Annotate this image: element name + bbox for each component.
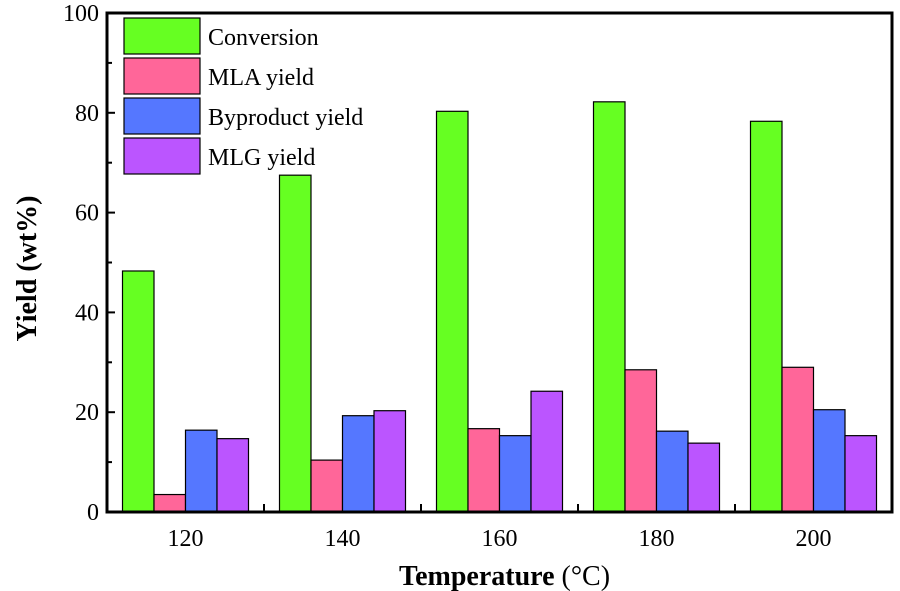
legend-swatch: [123, 17, 201, 55]
bar-mla-yield: [310, 459, 344, 513]
bar-byproduct-yield: [655, 430, 689, 513]
legend: Conversion MLA yield Byproduct yield MLG yi…: [123, 17, 363, 175]
bar-byproduct-yield: [498, 435, 532, 513]
bar-conversion: [749, 120, 783, 513]
bar-conversion: [278, 174, 312, 513]
x-axis-label: Temperature (°C): [399, 561, 610, 591]
bar-conversion: [592, 101, 626, 513]
x-axis-label-main: Temperature: [399, 561, 555, 591]
bars-layer: [121, 101, 878, 513]
legend-label: Byproduct yield: [208, 105, 363, 131]
bar-mlg-yield: [844, 435, 878, 513]
bar-conversion: [435, 110, 469, 513]
bar-mlg-yield: [216, 438, 250, 513]
bar-mlg-yield: [530, 390, 564, 513]
legend-label: MLA yield: [208, 65, 314, 91]
bar-mla-yield: [153, 493, 187, 513]
bar-byproduct-yield: [812, 409, 846, 513]
y-tick-label: 60: [75, 201, 99, 227]
legend-label: MLG yield: [208, 145, 315, 171]
y-tick-label: 40: [75, 300, 99, 326]
bar-byproduct-yield: [184, 429, 218, 513]
y-tick-label: 20: [75, 400, 99, 426]
bar-conversion: [121, 270, 155, 513]
bar-mla-yield: [781, 366, 815, 513]
legend-swatch: [123, 57, 201, 95]
x-tick-label: 200: [796, 526, 832, 552]
y-tick-label: 100: [63, 1, 99, 27]
y-tick-label: 0: [87, 500, 99, 526]
legend-swatch: [123, 137, 201, 175]
bar-mlg-yield: [373, 410, 407, 513]
x-tick-label: 160: [482, 526, 518, 552]
x-tick-label: 120: [168, 526, 204, 552]
bar-mla-yield: [467, 428, 501, 513]
y-axis-ticks: 0 20 40 60 80 100: [63, 1, 115, 526]
y-tick-label: 80: [75, 101, 99, 127]
x-tick-label: 140: [325, 526, 361, 552]
x-axis-label-unit: (°C): [555, 561, 611, 591]
y-axis-label: Yield (wt%): [12, 196, 43, 342]
x-axis-ticks: 120 140 160 180 200: [168, 504, 832, 552]
legend-swatch: [123, 97, 201, 135]
bar-mlg-yield: [687, 442, 721, 513]
legend-label: Conversion: [208, 25, 319, 51]
x-tick-label: 180: [639, 526, 675, 552]
bar-mla-yield: [624, 369, 658, 513]
bar-byproduct-yield: [341, 415, 375, 513]
